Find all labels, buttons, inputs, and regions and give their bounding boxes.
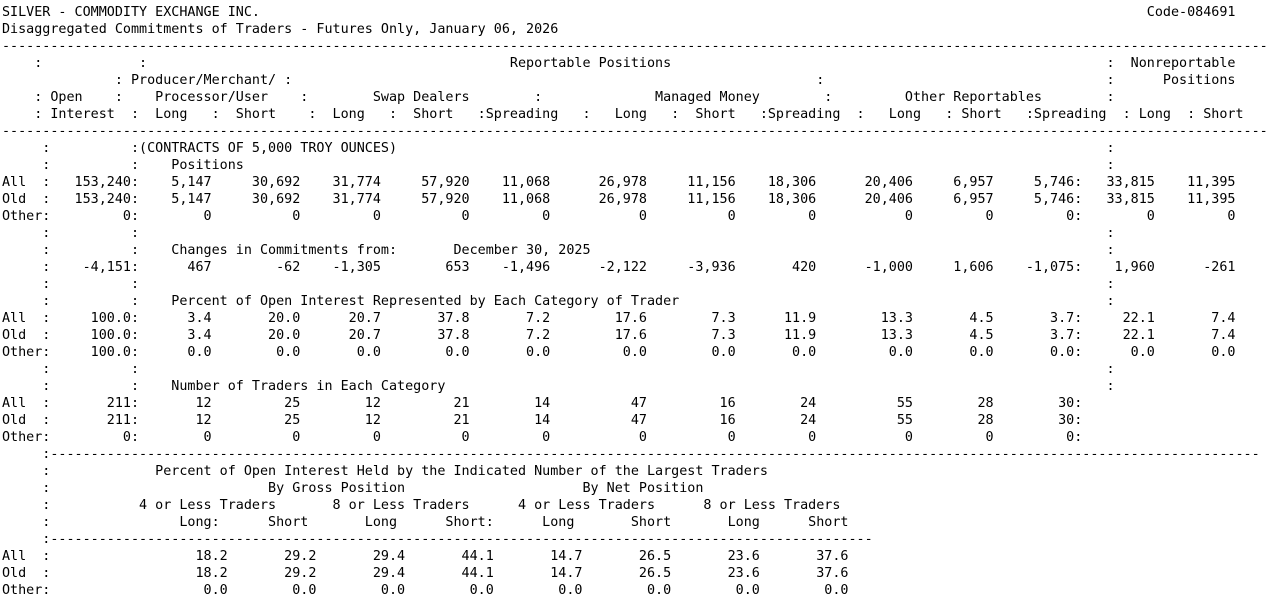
report-line: All : 18.2 29.2 29.4 44.1 14.7 26.5 23.6… — [2, 549, 1268, 564]
report-line: Old : 18.2 29.2 29.4 44.1 14.7 26.5 23.6… — [2, 566, 1268, 581]
report-line: All : 100.0: 3.4 20.0 20.7 37.8 7.2 17.6… — [2, 311, 1268, 326]
report-line: All : 153,240: 5,147 30,692 31,774 57,92… — [2, 175, 1268, 190]
report-line: Other: 0: 0 0 0 0 0 0 0 0 0 0 0: — [2, 430, 1268, 445]
report-line: Old : 153,240: 5,147 30,692 31,774 57,92… — [2, 192, 1268, 207]
report-line: : :(CONTRACTS OF 5,000 TROY OUNCES) : — [2, 141, 1268, 156]
report-line: SILVER - COMMODITY EXCHANGE INC. Code-08… — [2, 5, 1268, 20]
report-line: : Interest : Long : Short : Long : Short… — [2, 107, 1268, 122]
report-line: Disaggregated Commitments of Traders - F… — [2, 22, 1268, 37]
report-line: : : Changes in Commitments from: Decembe… — [2, 243, 1268, 258]
report-line: Old : 100.0: 3.4 20.0 20.7 37.8 7.2 17.6… — [2, 328, 1268, 343]
report-line: : : Positions : — [2, 158, 1268, 173]
report-line: : Long: Short Long Short: Long Short Lon… — [2, 515, 1268, 530]
report-line: : 4 or Less Traders 8 or Less Traders 4 … — [2, 498, 1268, 513]
report-line: ----------------------------------------… — [2, 124, 1268, 139]
report-line: :---------------------------------------… — [2, 532, 1268, 547]
report-line: : : Number of Traders in Each Category : — [2, 379, 1268, 394]
report-line: : : Percent of Open Interest Represented… — [2, 294, 1268, 309]
report-line: : By Gross Position By Net Position — [2, 481, 1268, 496]
report-line: : Producer/Merchant/ : : : Positions — [2, 73, 1268, 88]
report-line: : -4,151: 467 -62 -1,305 653 -1,496 -2,1… — [2, 260, 1268, 275]
report-line: : Open : Processor/User : Swap Dealers :… — [2, 90, 1268, 105]
report-line: : : Reportable Positions : Nonreportable — [2, 56, 1268, 71]
report-line: Old : 211: 12 25 12 21 14 47 16 24 55 28… — [2, 413, 1268, 428]
report-line: All : 211: 12 25 12 21 14 47 16 24 55 28… — [2, 396, 1268, 411]
report-line: : : : — [2, 362, 1268, 377]
report-line: : Percent of Open Interest Held by the I… — [2, 464, 1268, 479]
report-line: ----------------------------------------… — [2, 39, 1268, 54]
report-line: : : : — [2, 277, 1268, 292]
report-line: Other: 100.0: 0.0 0.0 0.0 0.0 0.0 0.0 0.… — [2, 345, 1268, 360]
report-line: Other: 0.0 0.0 0.0 0.0 0.0 0.0 0.0 0.0 — [2, 583, 1268, 598]
report-line: : : : — [2, 226, 1268, 241]
report-line: Other: 0: 0 0 0 0 0 0 0 0 0 0 0: 0 0 — [2, 209, 1268, 224]
report-line: :---------------------------------------… — [2, 447, 1268, 462]
